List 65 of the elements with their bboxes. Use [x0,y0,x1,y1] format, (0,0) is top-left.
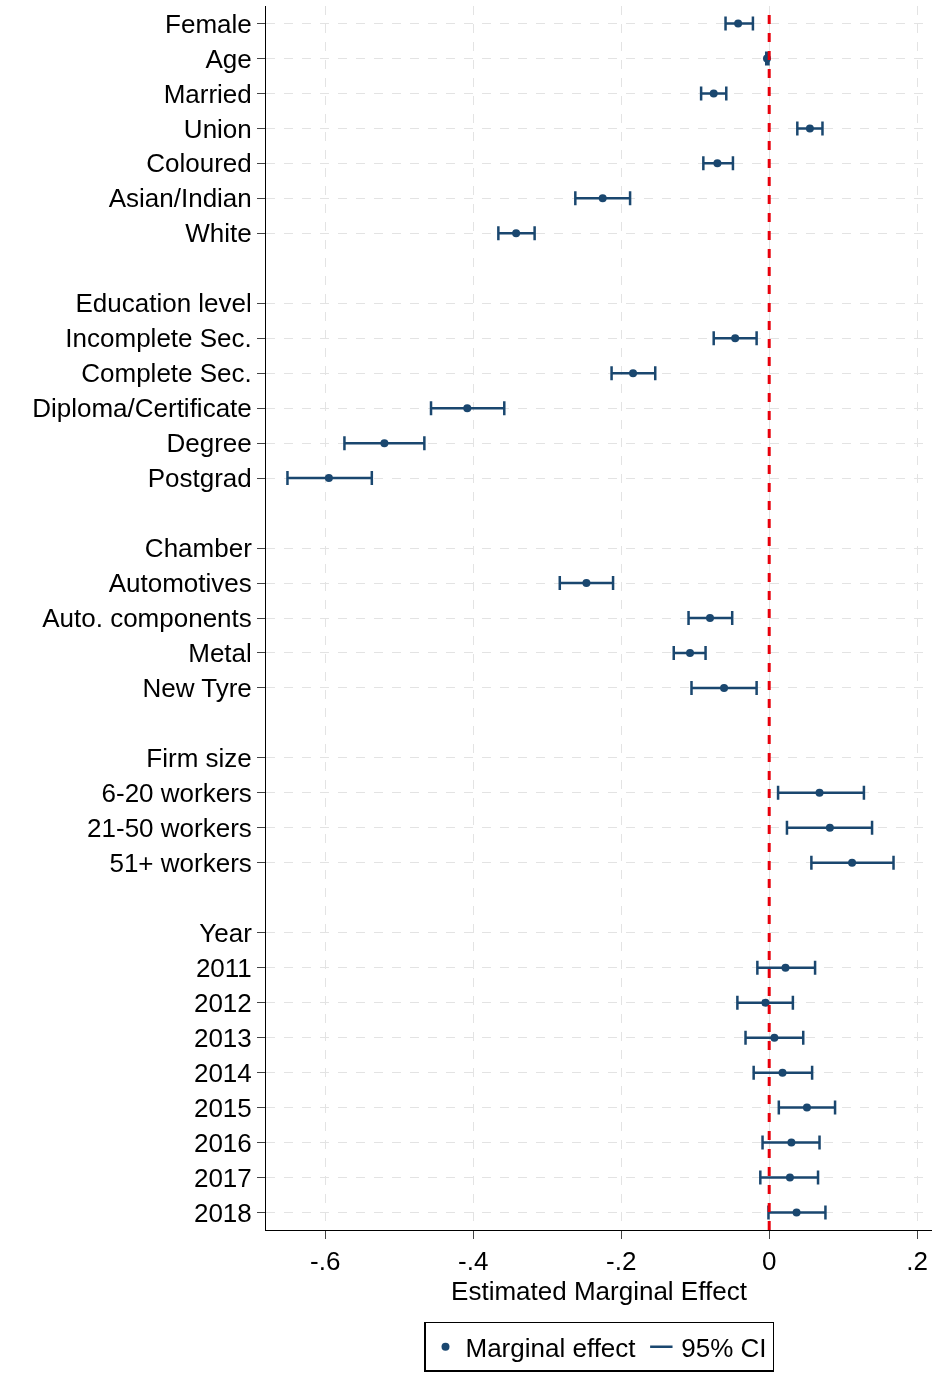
point [770,1033,779,1042]
y-tick-label: Automotives [108,568,252,599]
point [324,474,333,483]
point [781,963,790,972]
point [848,858,857,867]
y-tick-label: Education level [75,288,252,319]
y-tick-label: 2018 [193,1197,252,1228]
y-tick-label: 2017 [193,1162,252,1193]
y-tick-label: Chamber [144,533,253,564]
point [709,89,718,98]
point [778,1068,787,1077]
point [805,124,814,133]
y-tick-label: Firm size [146,742,252,773]
point [761,998,770,1007]
point [731,334,740,343]
point [706,614,714,622]
point [792,1208,801,1217]
legend-label: Marginal effect [465,1332,637,1363]
point [463,404,472,413]
y-tick-label: Asian/Indian [108,183,252,214]
point [512,229,521,238]
y-tick-label: Complete Sec. [81,358,252,389]
y-tick-label: Metal [188,638,252,669]
y-tick-label: 2016 [193,1127,252,1158]
y-tick-label: Diploma/Certificate [32,393,252,424]
point [629,369,638,378]
y-tick-label: Age [205,43,252,74]
y-tick-label: New Tyre [142,673,252,704]
y-tick-label: Married [163,78,252,109]
point [598,194,607,203]
point [785,1173,794,1182]
point [734,19,743,28]
point [720,683,729,692]
y-tick-label: Union [183,113,252,144]
point [815,788,824,797]
y-tick-label: Year [199,917,253,948]
point [787,1138,796,1147]
x-tick-label: -.6 [310,1246,341,1277]
x-axis-title: Estimated Marginal Effect [451,1276,748,1307]
point [825,823,834,832]
point [582,579,591,588]
point [802,1103,811,1112]
y-tick-label: 6-20 workers [101,777,252,808]
y-tick-label: White [185,218,252,249]
y-tick-label: Coloured [146,148,252,179]
x-tick-label: -.2 [606,1246,637,1277]
point [686,648,695,657]
y-tick-label: Degree [166,428,252,459]
y-tick-label: 2015 [193,1092,252,1123]
y-tick-label: Incomplete Sec. [65,323,252,354]
y-tick-label: 2012 [193,987,252,1018]
y-tick-label: 51+ workers [109,847,252,878]
y-tick-label: Auto. components [42,603,252,634]
point [713,159,722,168]
x-tick-label: -.4 [458,1246,489,1277]
y-tick-label: 21-50 workers [87,812,252,843]
point [380,439,389,448]
x-tick-label: .2 [906,1246,929,1277]
text: 95% CI [681,1332,767,1363]
y-tick-label: 2014 [193,1057,252,1088]
y-tick-label: 2011 [195,952,252,983]
y-tick-label: Female [165,8,252,39]
y-tick-label: 2013 [193,1022,252,1053]
x-tick-label: 0 [761,1246,777,1277]
y-tick-label: Postgrad [147,463,252,494]
